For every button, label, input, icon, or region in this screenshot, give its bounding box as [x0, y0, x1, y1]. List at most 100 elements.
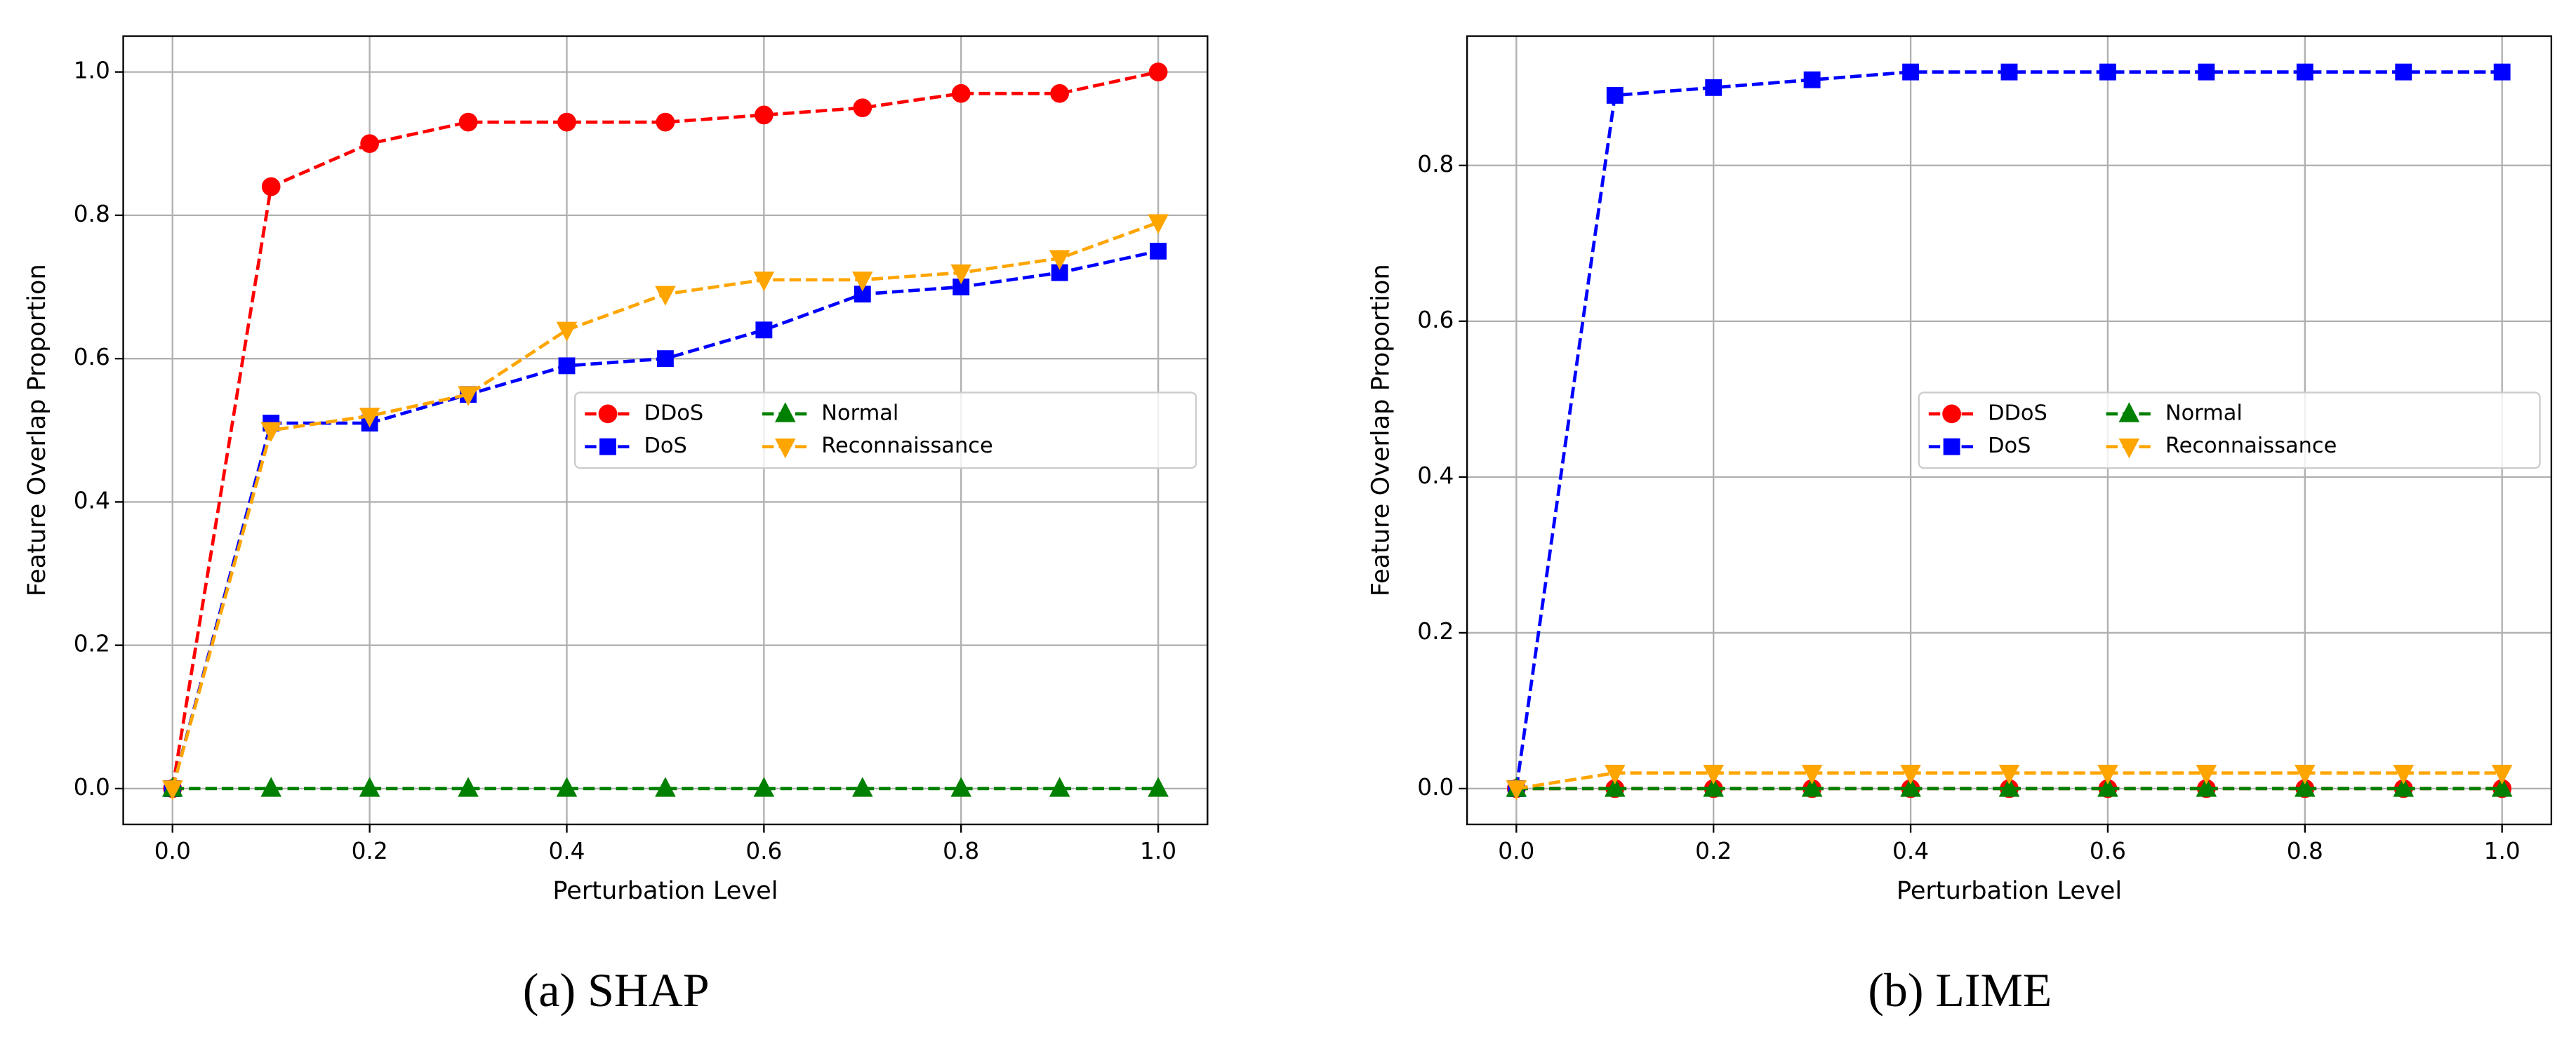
marker — [2196, 777, 2217, 797]
y-tick-label: 0.6 — [1417, 307, 1454, 333]
legend-label: DoS — [644, 434, 687, 458]
marker — [360, 134, 379, 154]
chart: 0.0 0.2 0.4 0.6 0.8 1.0 0.0 0.2 0.4 0.6 0.8 Perturb… — [1366, 35, 2553, 1017]
marker — [598, 404, 618, 424]
y-tick-label: 0.4 — [1417, 462, 1454, 489]
x-tick-label: 0.8 — [2287, 838, 2323, 864]
marker — [261, 177, 281, 196]
legend: DDoS DoS Normal Reconnaissance — [1918, 392, 2541, 469]
y-tick-label: 0.6 — [74, 344, 110, 370]
marker — [1943, 438, 1960, 455]
marker — [1604, 777, 1626, 797]
marker — [161, 780, 183, 801]
marker — [2395, 63, 2412, 81]
marker — [1148, 62, 1168, 81]
marker — [951, 83, 971, 103]
marker — [2000, 63, 2018, 81]
marker — [1150, 243, 1167, 260]
marker — [1606, 86, 1624, 104]
marker — [260, 422, 281, 442]
x-axis-label: Perturbation Level — [1897, 876, 2122, 905]
marker — [2118, 438, 2140, 459]
marker — [558, 357, 576, 375]
x-tick-label: 0.4 — [1892, 838, 1929, 864]
x-tick-label: 0.2 — [1695, 838, 1732, 864]
marker — [655, 286, 676, 306]
marker — [557, 112, 576, 132]
marker — [458, 386, 479, 406]
x-axis-label: Perturbation Level — [552, 876, 778, 905]
marker — [260, 777, 281, 797]
marker — [2393, 777, 2415, 797]
y-tick-label: 0.0 — [74, 774, 110, 801]
marker — [2196, 765, 2217, 785]
marker — [1604, 765, 1626, 785]
marker — [1803, 71, 1821, 88]
marker — [753, 777, 775, 797]
x-tick-label: 0.2 — [352, 838, 388, 864]
marker — [774, 438, 796, 459]
chart: 0.0 0.2 0.4 0.6 0.8 1.0 0.0 0.2 0.4 0.6 0.8 1.0 Pert… — [22, 35, 1209, 1017]
y-tick-label: 0.0 — [1417, 774, 1454, 801]
marker — [755, 105, 774, 125]
marker — [656, 112, 675, 132]
marker — [1998, 765, 2020, 785]
marker — [2097, 777, 2118, 797]
marker — [1942, 404, 1961, 424]
marker — [359, 777, 380, 797]
y-tick-label: 0.2 — [74, 631, 110, 657]
marker — [656, 350, 674, 368]
marker — [1705, 79, 1722, 96]
marker — [2491, 765, 2513, 785]
x-tick-label: 1.0 — [2484, 838, 2521, 864]
marker — [753, 272, 775, 292]
marker — [1148, 777, 1169, 797]
marker — [359, 408, 380, 428]
marker — [458, 112, 478, 132]
marker — [556, 321, 578, 342]
marker — [950, 777, 972, 797]
x-tick-label: 0.0 — [1498, 838, 1534, 864]
legend-label: DoS — [1988, 434, 2031, 458]
marker — [1049, 777, 1070, 797]
legend-label: DDoS — [1988, 401, 2047, 425]
caption: (b) LIME — [1868, 964, 2052, 1017]
y-axis-label: Feature Overlap Proportion — [22, 264, 51, 596]
marker — [1998, 777, 2020, 797]
marker — [851, 272, 873, 292]
x-tick-label: 0.0 — [154, 838, 191, 864]
marker — [599, 438, 616, 455]
marker — [2491, 777, 2513, 797]
legend-box — [1918, 392, 2541, 469]
marker — [2393, 765, 2415, 785]
marker — [1801, 765, 1823, 785]
marker — [1902, 63, 1920, 81]
y-tick-label: 0.8 — [1417, 151, 1454, 178]
marker — [1900, 765, 1921, 785]
marker — [950, 264, 972, 285]
marker — [774, 402, 796, 422]
legend-label: Normal — [2165, 401, 2243, 425]
x-tick-label: 0.6 — [2090, 838, 2126, 864]
marker — [2493, 63, 2511, 81]
marker — [2118, 402, 2140, 422]
marker — [655, 777, 676, 797]
series-line — [171, 70, 1159, 789]
legend-label: Normal — [821, 401, 898, 425]
marker — [2097, 765, 2118, 785]
marker — [2295, 765, 2316, 785]
x-tick-label: 0.6 — [745, 838, 782, 864]
axes-frame — [1466, 35, 2553, 826]
marker — [2198, 63, 2215, 81]
marker — [458, 777, 479, 797]
legend-label: DDoS — [644, 401, 704, 425]
y-axis-label: Feature Overlap Proportion — [1366, 264, 1395, 596]
marker — [1148, 214, 1169, 234]
x-tick-label: 0.4 — [548, 838, 585, 864]
marker — [755, 321, 773, 339]
marker — [851, 777, 873, 797]
legend-box — [574, 392, 1197, 469]
marker — [1801, 777, 1823, 797]
marker — [1900, 777, 1921, 797]
